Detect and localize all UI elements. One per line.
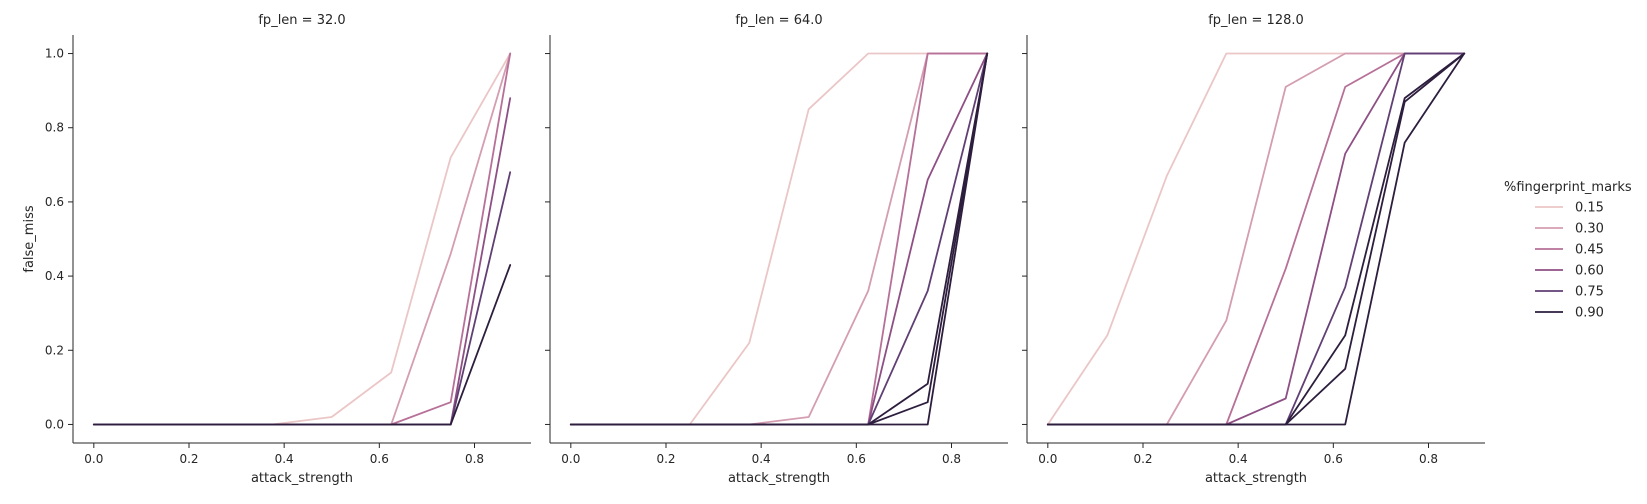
legend-label: 0.75 [1575,285,1604,300]
panel-2: fp_len = 64.0 0.0 0.2 0.4 0.6 0.8 attack_stren… [545,13,1008,486]
y-tick-label: 0.4 [45,269,64,283]
series-line-0-90 [1046,52,1466,426]
series-line-0-90 [569,52,989,426]
y-tick-label: 0.6 [45,195,64,209]
x-tick-label: 0.6 [1324,452,1343,466]
legend-label: 0.30 [1575,222,1604,237]
y-tick-label: 0.2 [45,343,64,357]
panel-title: fp_len = 32.0 [258,13,345,28]
legend-label: 0.60 [1575,264,1604,279]
series-line-0-90 [1046,52,1466,426]
legend-title: %fingerprint_marks [1504,180,1632,195]
x-tick-label: 0.4 [1229,452,1248,466]
legend-label: 0.45 [1575,243,1604,258]
x-tick-label: 0.2 [179,452,198,466]
x-axis-label: attack_strength [728,471,830,486]
x-axis-label: attack_strength [251,471,353,486]
y-tick-label: 0.0 [45,417,64,431]
x-tick-label: 0.0 [84,452,103,466]
x-tick-label: 0.2 [656,452,675,466]
series-line-0-45 [569,52,989,426]
series-line-0-90 [92,264,512,426]
x-tick-label: 0.4 [275,452,294,466]
x-tick-label: 0.6 [847,452,866,466]
series-line-0-45 [92,52,512,426]
series-line-0-90 [569,52,989,426]
legend-label: 0.90 [1575,306,1604,321]
x-tick-label: 0.6 [370,452,389,466]
y-tick-label: 1.0 [45,47,64,61]
x-tick-label: 0.8 [1419,452,1438,466]
series-line-0-30 [92,52,512,426]
y-axis-label: false_miss [22,205,37,272]
series-line-0-30 [569,52,989,426]
legend: %fingerprint_marks 0.15 0.30 0.45 0.60 0.75 0.… [1504,180,1632,321]
x-tick-label: 0.0 [561,452,580,466]
series-line-0-75 [569,52,989,426]
x-tick-label: 0.8 [465,452,484,466]
panel-1: fp_len = 32.0 0.0 0.2 0.4 0.6 0.8 0.0 0.2 0.4 0.6… [45,13,531,486]
series-line-0-90 [569,52,989,426]
x-tick-label: 0.0 [1038,452,1057,466]
series-line-0-15 [569,52,989,426]
legend-label: 0.15 [1575,201,1604,216]
series-line-0-75 [92,171,512,426]
x-tick-label: 0.8 [942,452,961,466]
x-axis-label: attack_strength [1205,471,1307,486]
series-line-0-15 [92,52,512,426]
series-line-0-60 [569,52,989,426]
panel-title: fp_len = 128.0 [1208,13,1304,28]
x-tick-label: 0.2 [1133,452,1152,466]
x-tick-label: 0.4 [752,452,771,466]
y-tick-label: 0.8 [45,121,64,135]
panel-3: fp_len = 128.0 0.0 0.2 0.4 0.6 0.8 attack_stre… [1022,13,1485,486]
panel-title: fp_len = 64.0 [735,13,822,28]
